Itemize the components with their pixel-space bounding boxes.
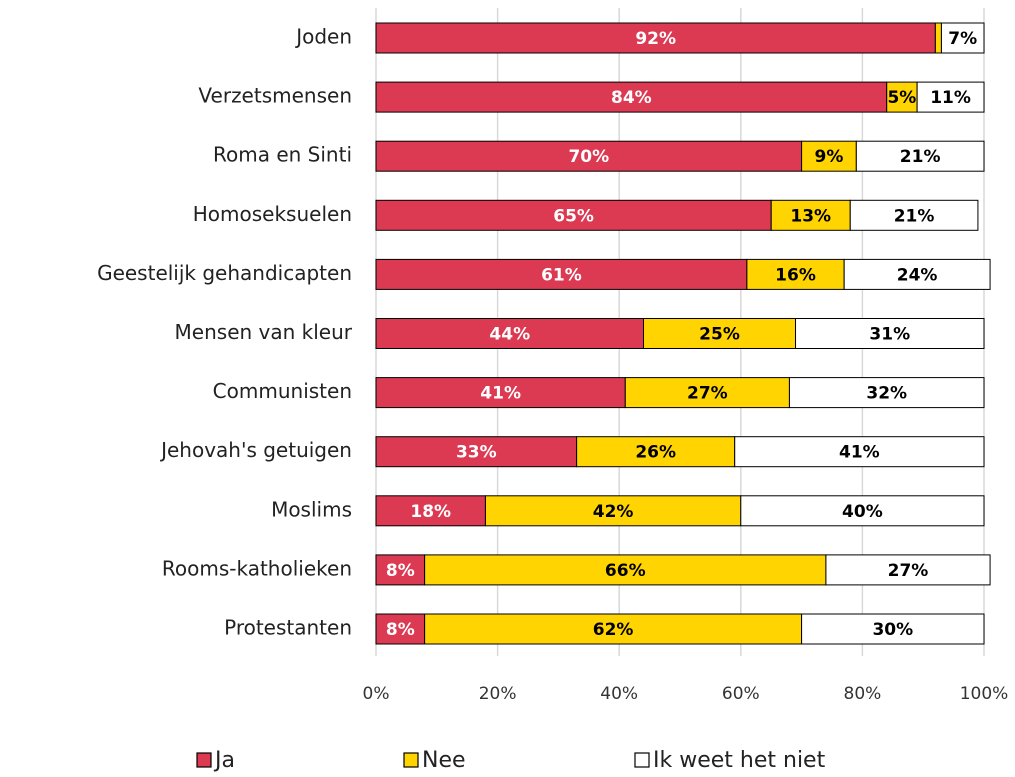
data-label: 42% bbox=[593, 502, 634, 522]
data-label: 25% bbox=[699, 325, 740, 345]
bar-segment bbox=[424, 613, 803, 645]
data-label: 27% bbox=[888, 561, 929, 581]
bar-segment bbox=[375, 258, 748, 290]
data-label: 27% bbox=[687, 384, 728, 404]
data-label: 33% bbox=[456, 443, 497, 463]
bar-segment bbox=[801, 613, 985, 645]
bar-segment bbox=[849, 199, 979, 231]
data-label: 61% bbox=[541, 265, 582, 285]
data-label: 65% bbox=[553, 206, 594, 226]
data-label: 26% bbox=[635, 443, 676, 463]
data-label: 70% bbox=[568, 147, 609, 167]
bar-segment bbox=[375, 495, 486, 527]
bar-segment bbox=[375, 199, 772, 231]
y-tick-label: Protestanten bbox=[224, 616, 352, 640]
data-label: 5% bbox=[887, 88, 916, 108]
data-label: 8% bbox=[386, 561, 415, 581]
data-label: 11% bbox=[930, 88, 971, 108]
bar-segment bbox=[788, 377, 985, 409]
data-label: 21% bbox=[900, 147, 941, 167]
bar-segment bbox=[940, 22, 985, 54]
y-tick-label: Communisten bbox=[213, 379, 352, 403]
y-tick-label: Mensen van kleur bbox=[175, 320, 353, 344]
bar-segment bbox=[886, 81, 918, 113]
bar-segment bbox=[734, 436, 985, 468]
y-tick-label: Roma en Sinti bbox=[213, 143, 352, 167]
y-tick-label: Verzetsmensen bbox=[198, 84, 352, 108]
x-tick-label: 100% bbox=[960, 684, 1009, 704]
bar-segment bbox=[375, 140, 803, 172]
data-label: 41% bbox=[839, 443, 880, 463]
data-label: 9% bbox=[815, 147, 844, 167]
y-tick-label: Moslims bbox=[271, 497, 352, 521]
y-tick-label: Homoseksuelen bbox=[193, 202, 352, 226]
legend-swatch bbox=[634, 752, 650, 768]
legend-swatch bbox=[196, 752, 212, 768]
data-label: 41% bbox=[480, 384, 521, 404]
bar-segment bbox=[934, 22, 942, 54]
bar-segment bbox=[801, 140, 857, 172]
data-label: 24% bbox=[897, 265, 938, 285]
data-label: 8% bbox=[386, 620, 415, 640]
data-label: 32% bbox=[866, 384, 907, 404]
bar-segment bbox=[916, 81, 985, 113]
bar-segment bbox=[843, 258, 991, 290]
bar-segment bbox=[375, 436, 578, 468]
legend-label: Nee bbox=[422, 748, 466, 773]
y-tick-label: Geestelijk gehandicapten bbox=[97, 261, 352, 285]
x-tick-label: 80% bbox=[844, 684, 882, 704]
legend-swatch bbox=[403, 752, 419, 768]
data-label: 66% bbox=[605, 561, 646, 581]
data-label: 40% bbox=[842, 502, 883, 522]
y-tick-label: Joden bbox=[294, 25, 352, 49]
data-label: 92% bbox=[635, 29, 676, 49]
bar-segment bbox=[770, 199, 851, 231]
bar-segment bbox=[825, 554, 991, 586]
data-label: 30% bbox=[872, 620, 913, 640]
bar-segment bbox=[855, 140, 985, 172]
legend-label: Ik weet het niet bbox=[653, 748, 826, 773]
data-label: 21% bbox=[894, 206, 935, 226]
data-label: 84% bbox=[611, 88, 652, 108]
data-label: 7% bbox=[948, 29, 977, 49]
data-label: 18% bbox=[410, 502, 451, 522]
x-tick-label: 20% bbox=[479, 684, 517, 704]
data-label: 44% bbox=[489, 325, 530, 345]
x-tick-label: 0% bbox=[363, 684, 390, 704]
bar-segment bbox=[740, 495, 985, 527]
x-tick-label: 40% bbox=[600, 684, 638, 704]
legend-label: Ja bbox=[213, 748, 235, 773]
data-label: 62% bbox=[593, 620, 634, 640]
y-tick-label: Jehovah's getuigen bbox=[159, 438, 352, 462]
x-tick-label: 60% bbox=[722, 684, 760, 704]
bar-segment bbox=[795, 318, 985, 349]
data-label: 31% bbox=[869, 325, 910, 345]
y-tick-label: Rooms-katholieken bbox=[162, 556, 352, 580]
bar-segment bbox=[424, 554, 827, 586]
bar-segment bbox=[375, 554, 426, 586]
bar-segment bbox=[375, 377, 626, 409]
bar-segment bbox=[375, 22, 936, 54]
data-label: 13% bbox=[790, 206, 831, 226]
bar-segment bbox=[375, 613, 426, 645]
bar-segment bbox=[746, 258, 845, 290]
data-label: 16% bbox=[775, 265, 816, 285]
